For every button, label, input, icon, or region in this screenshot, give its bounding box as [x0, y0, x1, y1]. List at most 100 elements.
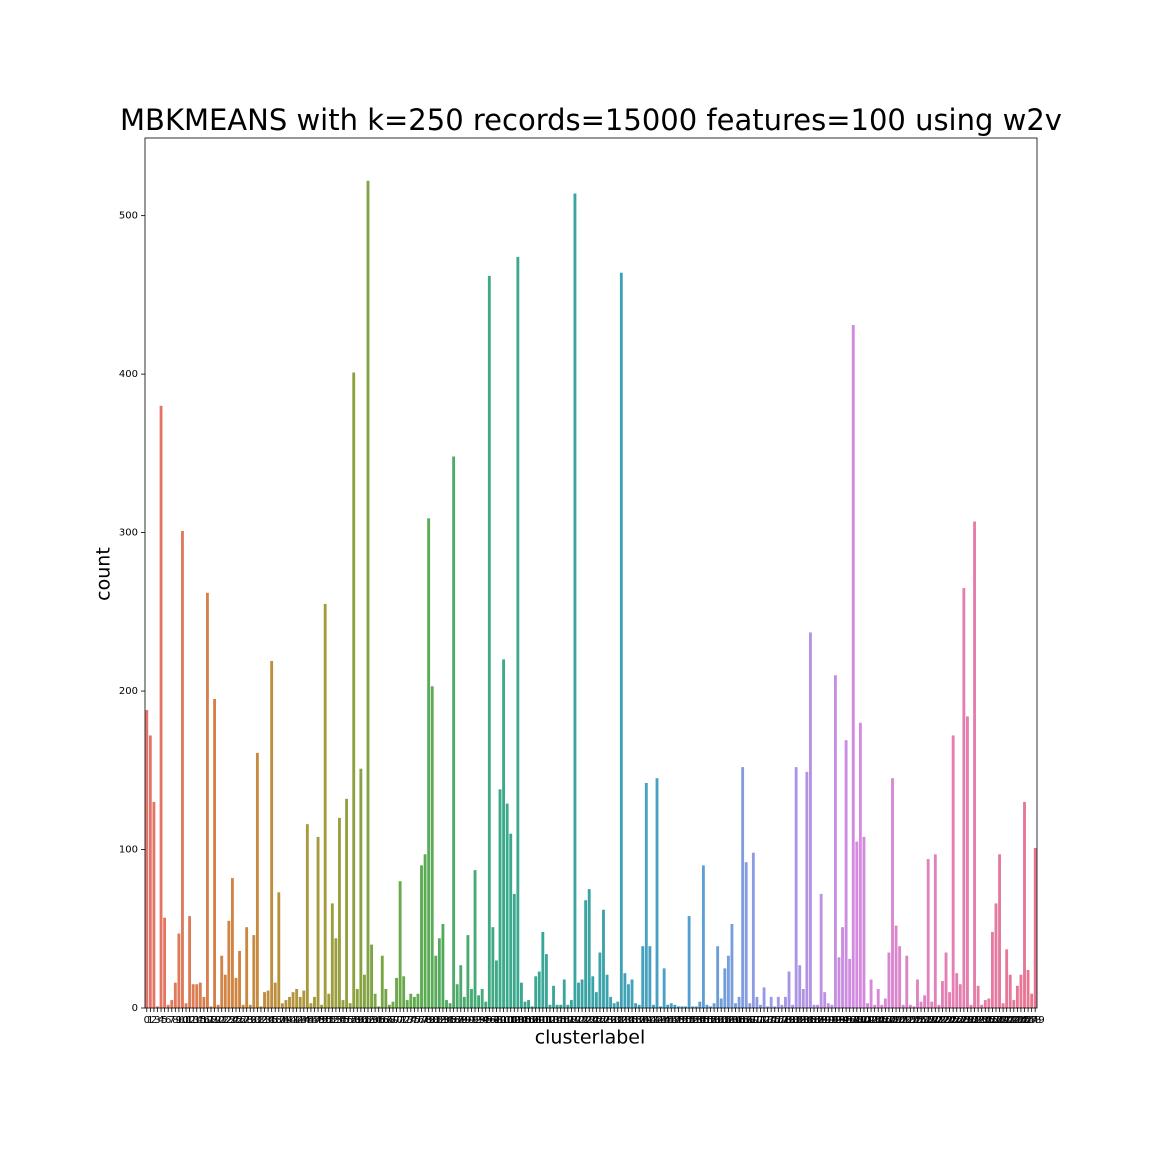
bar [776, 996, 780, 1008]
x-tick-label: 138 [630, 1015, 649, 1026]
x-tick-label: 44 [297, 1015, 310, 1026]
bar [866, 1003, 869, 1008]
x-tick-label: 66 [376, 1015, 389, 1026]
x-tick-label: 94 [476, 1015, 489, 1026]
bar [987, 998, 991, 1008]
bar [833, 675, 837, 1008]
bar [976, 985, 980, 1008]
bar [409, 993, 413, 1008]
x-tick-label: 131 [605, 1015, 624, 1026]
x-tick-label: 220 [922, 1015, 941, 1026]
x-tick-label: 89 [458, 1015, 471, 1026]
x-tick-label: 76 [412, 1015, 425, 1026]
bar [552, 985, 555, 1008]
x-tick-label: 96 [483, 1015, 496, 1026]
bar [684, 1006, 687, 1008]
x-tick-label: 31 [251, 1015, 264, 1026]
bar [933, 854, 937, 1008]
bar [798, 965, 802, 1008]
x-tick-label: 120 [565, 1015, 584, 1026]
bar [676, 1006, 680, 1008]
x-tick-label: 26 [233, 1015, 246, 1026]
x-tick-label: 2 [151, 1015, 157, 1026]
bar [694, 1006, 698, 1008]
bar [855, 841, 859, 1008]
bar [580, 979, 584, 1008]
bar [209, 1006, 213, 1008]
bar [916, 979, 919, 1008]
x-tick-label: 224 [936, 1015, 955, 1026]
bar [363, 974, 366, 1008]
x-tick-label: 118 [558, 1015, 577, 1026]
x-tick-label: 169 [740, 1015, 759, 1026]
x-tick-label: 74 [404, 1015, 417, 1026]
x-tick-label: 37 [272, 1015, 285, 1026]
bar [320, 1004, 324, 1008]
x-tick-label: 123 [576, 1015, 595, 1026]
bar [437, 938, 441, 1008]
x-tick-label: 144 [651, 1015, 670, 1026]
bar [809, 632, 812, 1008]
x-tick-label: 162 [715, 1015, 734, 1026]
bar [759, 1004, 762, 1008]
bar [848, 958, 852, 1008]
x-tick-label: 57 [344, 1015, 357, 1026]
x-tick-label: 68 [383, 1015, 396, 1026]
bar [195, 984, 199, 1008]
x-tick-label: 246 [1015, 1015, 1034, 1026]
bar [384, 988, 388, 1008]
bar [302, 990, 306, 1008]
x-tick-label: 174 [758, 1015, 777, 1026]
x-tick-label: 50 [319, 1015, 332, 1026]
bar [791, 1004, 795, 1008]
x-tick-label: 225 [940, 1015, 959, 1026]
x-tick-label: 142 [644, 1015, 663, 1026]
bar [305, 824, 309, 1008]
x-tick-label: 92 [469, 1015, 482, 1026]
bar [826, 1003, 830, 1008]
x-tick-label: 216 [908, 1015, 927, 1026]
x-tick-label: 219 [919, 1015, 938, 1026]
x-tick-label: 187 [804, 1015, 823, 1026]
bar [659, 1006, 663, 1008]
bar [816, 1004, 819, 1008]
x-tick-label: 152 [680, 1015, 699, 1026]
bar [726, 955, 730, 1008]
x-tick-label: 181 [783, 1015, 802, 1026]
x-tick-label: 200 [851, 1015, 870, 1026]
x-tick-label: 151 [676, 1015, 695, 1026]
x-tick-label: 230 [958, 1015, 977, 1026]
y-tick-label: 500 [119, 211, 138, 222]
x-tick-label: 10 [176, 1015, 189, 1026]
bar [766, 1006, 770, 1008]
x-tick-label: 119 [562, 1015, 581, 1026]
x-tick-label: 60 [354, 1015, 367, 1026]
bar [965, 716, 969, 1008]
x-tick-label: 191 [819, 1015, 838, 1026]
x-tick-label: 115 [548, 1015, 567, 1026]
x-tick-label: 166 [730, 1015, 749, 1026]
bar [377, 1006, 381, 1008]
x-tick-label: 139 [633, 1015, 652, 1026]
bar [309, 1003, 313, 1008]
bar [844, 740, 848, 1008]
x-tick-label: 25 [230, 1015, 243, 1026]
x-tick-label: 195 [833, 1015, 852, 1026]
x-tick-label: 179 [776, 1015, 795, 1026]
bar [395, 977, 398, 1008]
x-tick-label: 249 [1026, 1015, 1045, 1026]
x-tick-label: 102 [501, 1015, 520, 1026]
x-tick-label: 145 [655, 1015, 674, 1026]
y-tick-label: 100 [119, 845, 138, 856]
x-tick-label: 124 [580, 1015, 599, 1026]
bar [841, 927, 844, 1008]
bar [206, 592, 209, 1008]
x-tick-label: 239 [990, 1015, 1009, 1026]
bar [998, 854, 1001, 1008]
x-tick-label: 23 [222, 1015, 235, 1026]
x-tick-label: 207 [876, 1015, 895, 1026]
x-tick-label: 13 [187, 1015, 200, 1026]
bar [202, 996, 206, 1008]
bar [348, 1003, 352, 1008]
bar [455, 984, 459, 1008]
